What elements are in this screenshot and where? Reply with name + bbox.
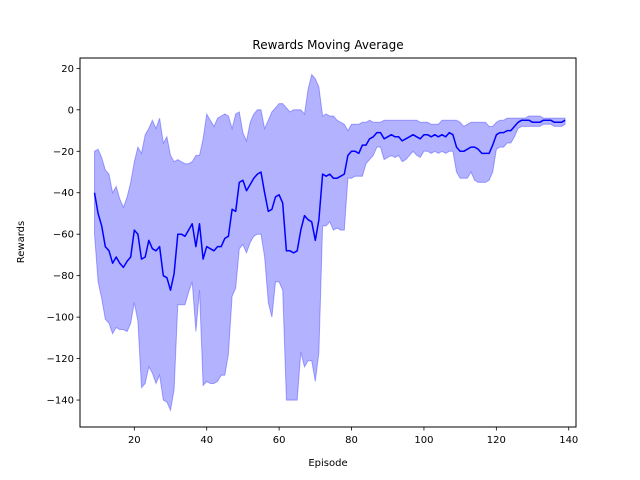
x-tick-label: 20 xyxy=(128,435,141,446)
y-tick-label: −60 xyxy=(53,230,74,241)
x-tick-label: 40 xyxy=(200,435,213,446)
y-tick-label: 20 xyxy=(61,64,74,75)
y-tick-label: −120 xyxy=(47,354,74,365)
chart-title: Rewards Moving Average xyxy=(252,38,403,52)
x-axis-label: Episode xyxy=(308,458,347,469)
y-tick-label: −140 xyxy=(47,396,74,407)
y-tick-label: 0 xyxy=(68,105,74,116)
x-tick-label: 100 xyxy=(414,435,433,446)
x-tick-label: 140 xyxy=(559,435,578,446)
x-tick-label: 60 xyxy=(273,435,286,446)
y-tick-label: −100 xyxy=(47,313,74,324)
x-tick-label: 80 xyxy=(345,435,358,446)
y-tick-label: −80 xyxy=(53,271,74,282)
x-tick-label: 120 xyxy=(487,435,506,446)
y-tick-label: −40 xyxy=(53,188,74,199)
y-tick-label: −20 xyxy=(53,147,74,158)
y-axis-label: Rewards xyxy=(16,221,27,263)
